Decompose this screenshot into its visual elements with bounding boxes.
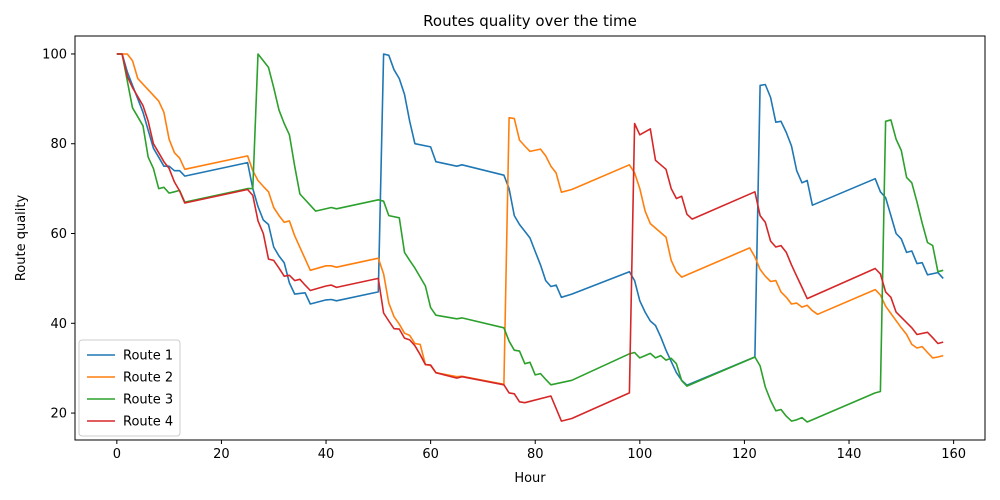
x-tick-label: 140 (837, 447, 862, 462)
series-line-route-3 (116, 53, 944, 423)
y-tick-label: 60 (50, 227, 67, 242)
x-tick-label: 80 (527, 447, 544, 462)
legend: Route 1 Route 2 Route 3 Route 4 (78, 339, 181, 437)
series-layer (116, 53, 944, 423)
plot-frame (74, 35, 986, 441)
x-tick-label: 60 (422, 447, 439, 462)
chart-title: Routes quality over the time (423, 12, 637, 30)
ticks-layer: 0 20 40 60 80 100 120 140 160 20 40 60 80 100 (42, 47, 966, 462)
x-tick-label: 100 (627, 447, 652, 462)
series-line-route-4 (116, 53, 944, 422)
legend-label: Route 3 (123, 393, 173, 408)
y-tick-label: 100 (42, 47, 67, 62)
x-tick-label: 120 (732, 447, 757, 462)
x-axis-title: Hour (514, 471, 546, 486)
y-tick-label: 80 (50, 137, 67, 152)
x-tick-label: 160 (941, 447, 966, 462)
legend-box (78, 339, 181, 437)
legend-label: Route 2 (123, 371, 173, 386)
x-tick-label: 20 (213, 447, 230, 462)
x-tick-label: 0 (113, 447, 121, 462)
y-axis-title: Route quality (14, 195, 29, 282)
series-line-route-2 (116, 53, 944, 386)
y-tick-label: 40 (50, 317, 67, 332)
legend-label: Route 1 (123, 349, 173, 364)
y-tick-label: 20 (50, 407, 67, 422)
x-tick-label: 40 (318, 447, 335, 462)
legend-label: Route 4 (123, 415, 173, 430)
